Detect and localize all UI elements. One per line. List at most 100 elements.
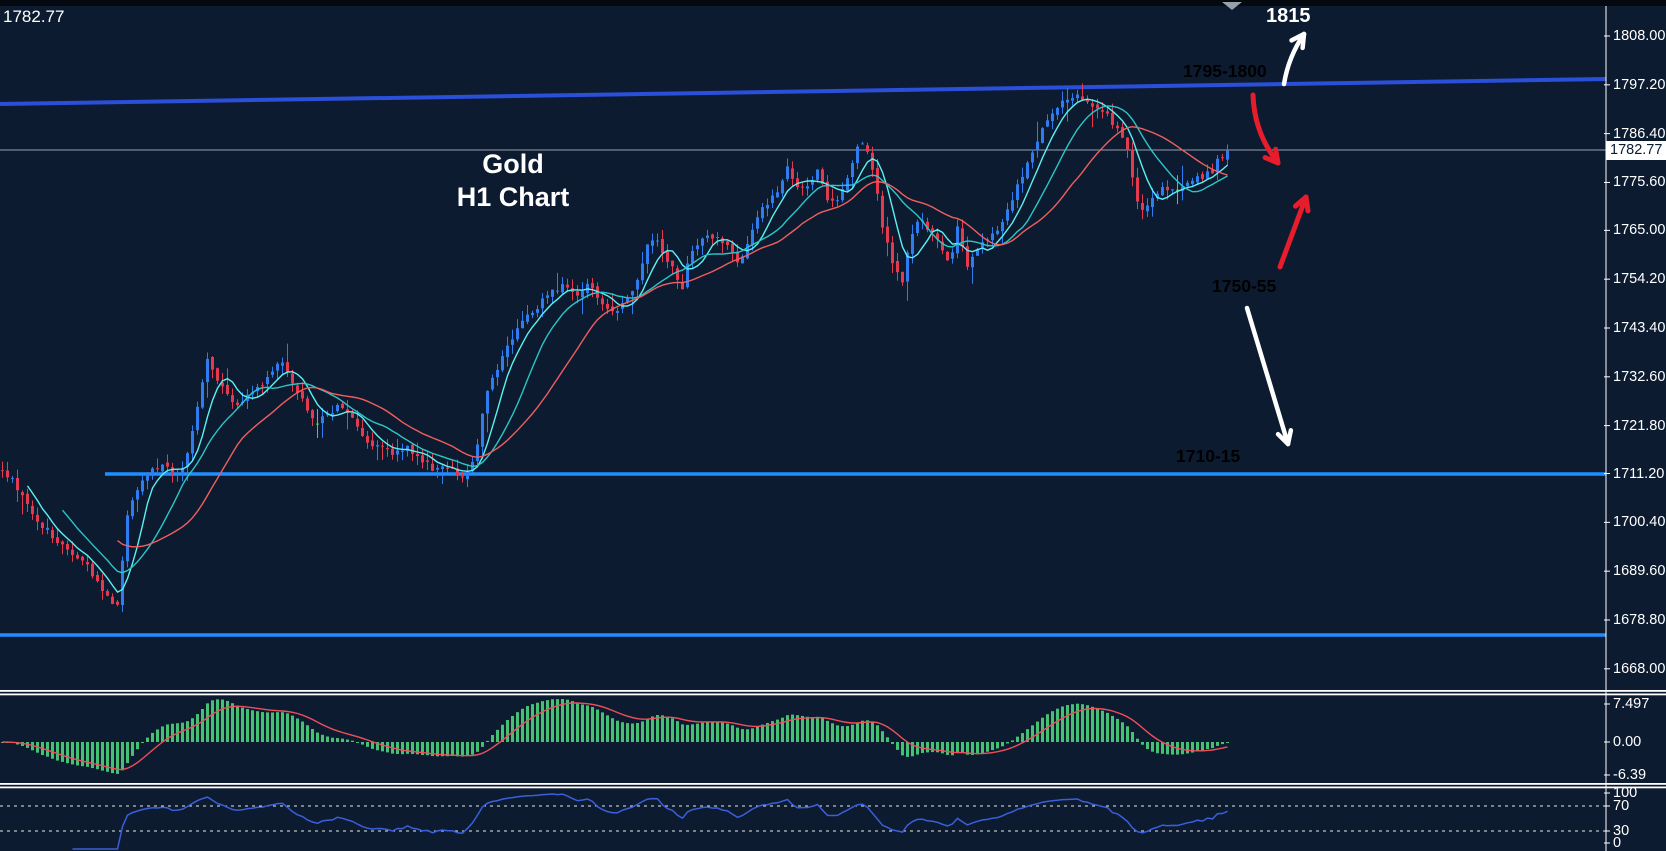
candle-body [1046, 120, 1049, 127]
price-tick-1775.60: 1775.60 [1613, 174, 1666, 191]
macd-histogram-bar [451, 742, 454, 757]
candle-body [6, 470, 9, 478]
candle-body [331, 413, 334, 417]
macd-histogram-bar [1001, 742, 1004, 747]
candle-body [626, 297, 629, 303]
candle-body [976, 249, 979, 256]
moving-average-13 [61, 105, 1228, 574]
macd-histogram-bar [416, 742, 419, 755]
macd-histogram-bar [126, 742, 129, 764]
candle-body [1086, 99, 1089, 102]
candle-body [1066, 99, 1069, 103]
macd-histogram-bar [566, 699, 569, 742]
candle-body [666, 250, 669, 262]
candle-body [761, 207, 764, 219]
candle-body [841, 188, 844, 201]
candle-body [536, 309, 539, 313]
macd-histogram-bar [881, 731, 884, 742]
candle-body [116, 601, 119, 605]
macd-histogram-bar [841, 726, 844, 742]
price-tick-1732.60: 1732.60 [1613, 368, 1666, 385]
candle-body [371, 440, 374, 447]
candle-body [1211, 169, 1214, 174]
candle-body [916, 221, 919, 233]
macd-histogram-bar [956, 742, 959, 754]
macd-histogram-bar [831, 723, 834, 742]
candle-body [1136, 177, 1139, 202]
macd-histogram-bar [251, 710, 254, 742]
candle-body [756, 217, 759, 229]
candle-body [871, 152, 874, 170]
candle-body [971, 256, 974, 268]
macd-histogram-bar [796, 715, 799, 742]
macd-histogram-bar [246, 709, 249, 742]
macd-histogram-bar [481, 742, 484, 747]
candle-body [601, 298, 604, 305]
rsi-tick-100: 100 [1613, 785, 1638, 801]
candle-body [101, 580, 104, 591]
candle-body [171, 467, 174, 474]
macd-histogram-bar [981, 742, 984, 754]
candle-body [546, 295, 549, 298]
candle-body [41, 522, 44, 528]
macd-histogram-bar [686, 724, 689, 742]
candle-body [436, 467, 439, 470]
macd-histogram-bar [106, 742, 109, 772]
candle-body [781, 180, 784, 194]
candle-body [391, 448, 394, 455]
candle-body [1156, 193, 1159, 199]
candle-body [201, 382, 204, 408]
macd-histogram-bar [756, 726, 759, 742]
macd-histogram-bar [741, 729, 744, 742]
candle-body [556, 290, 559, 292]
macd-histogram-bar [286, 713, 289, 742]
macd-histogram-bar [351, 740, 354, 742]
candle-body [91, 563, 94, 577]
candle-body [31, 505, 34, 514]
candle-body [146, 473, 149, 481]
candle-body [1096, 104, 1099, 109]
macd-histogram-bar [131, 742, 134, 756]
macd-histogram-bar [1161, 742, 1164, 754]
panel-separator-2a [0, 783, 1666, 785]
candle-body [11, 477, 14, 479]
macd-histogram-bar [871, 721, 874, 742]
candle-body [491, 377, 494, 390]
candle-body [366, 436, 369, 443]
candle-body [736, 251, 739, 263]
candle-body [1011, 200, 1014, 211]
macd-histogram-bar [466, 742, 469, 756]
candle-body [291, 373, 294, 384]
candle-body [896, 260, 899, 273]
candle-body [411, 444, 414, 454]
macd-histogram-bar [826, 720, 829, 742]
macd-histogram-bar [676, 721, 679, 742]
macd-histogram-bar [966, 742, 969, 755]
macd-histogram-bar [441, 742, 444, 757]
candle-body [1031, 152, 1034, 163]
candle-body [1, 470, 4, 472]
chart-shift-triangle-icon[interactable] [1222, 2, 1242, 10]
macd-histogram-bar [301, 721, 304, 742]
macd-histogram-bar [1106, 712, 1109, 742]
candle-body [126, 515, 129, 562]
support-zone-label: 1750-55 [1212, 276, 1277, 296]
candle-body [181, 467, 184, 475]
macd-histogram-bar [731, 725, 734, 742]
macd-histogram-bar [81, 742, 84, 767]
resistance-zone-label: 1795-1800 [1183, 61, 1267, 81]
macd-histogram-bar [271, 712, 274, 742]
candle-body [846, 178, 849, 191]
macd-histogram-bar [916, 742, 919, 755]
candle-body [1226, 150, 1229, 160]
candle-body [641, 263, 644, 281]
macd-histogram-bar [1016, 736, 1019, 742]
candle-body [136, 490, 139, 500]
candle-body [786, 166, 789, 179]
candle-body [71, 549, 74, 556]
macd-histogram-bar [421, 742, 424, 755]
macd-histogram-bar [226, 700, 229, 742]
macd-histogram-bar [1056, 708, 1059, 742]
